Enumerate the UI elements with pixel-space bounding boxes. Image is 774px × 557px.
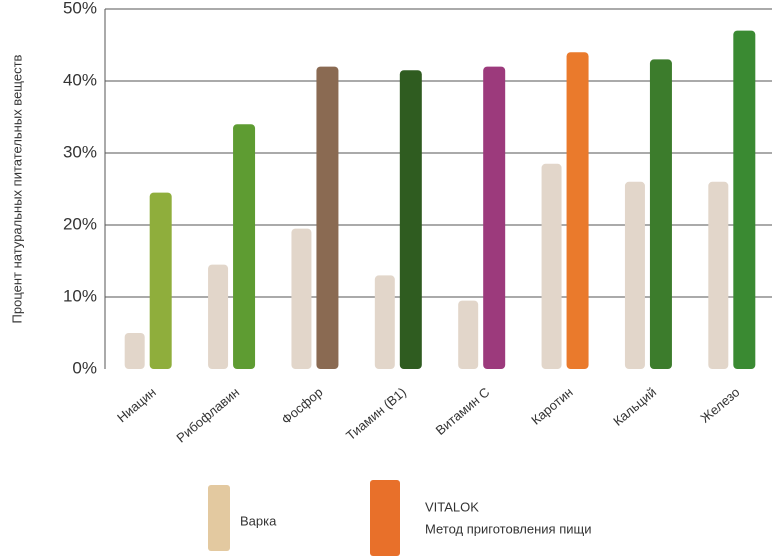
bar bbox=[316, 66, 339, 369]
bar bbox=[399, 70, 422, 369]
bar bbox=[233, 124, 256, 369]
x-tick-label: Каротин bbox=[528, 384, 575, 427]
y-tick-label: 20% bbox=[63, 214, 97, 233]
y-tick-label: 30% bbox=[63, 142, 97, 161]
y-tick-label: 40% bbox=[63, 70, 97, 89]
bar bbox=[374, 275, 395, 369]
x-tick-label: Ниацин bbox=[114, 384, 159, 425]
legend-label: VITALOK bbox=[425, 499, 479, 514]
bar bbox=[149, 192, 172, 369]
bar bbox=[124, 333, 145, 369]
x-tick-label: Фосфор bbox=[279, 384, 326, 427]
bar bbox=[649, 59, 672, 370]
legend-label: Варка bbox=[240, 513, 277, 528]
x-tick-label: Тиамин (B1) bbox=[343, 384, 409, 443]
bar bbox=[458, 300, 479, 369]
bar bbox=[708, 181, 729, 369]
legend-swatch bbox=[370, 480, 400, 556]
x-tick-label: Рибофлавин bbox=[173, 384, 242, 445]
y-tick-label: 0% bbox=[72, 358, 97, 377]
bar bbox=[624, 181, 645, 369]
y-tick-label: 50% bbox=[63, 0, 97, 17]
bar bbox=[291, 228, 312, 369]
legend-swatch bbox=[208, 485, 230, 551]
x-tick-label: Витамин С bbox=[433, 384, 493, 438]
y-axis-label: Процент натуральных питательных веществ bbox=[9, 54, 24, 323]
x-tick-label: Кальций bbox=[610, 384, 659, 428]
bar bbox=[566, 52, 589, 369]
bar bbox=[483, 66, 506, 369]
bar bbox=[733, 30, 756, 369]
y-tick-label: 10% bbox=[63, 286, 97, 305]
bar bbox=[541, 163, 562, 369]
bar bbox=[208, 264, 229, 369]
x-tick-label: Железо bbox=[697, 384, 742, 425]
legend-subtitle: Метод приготовления пищи bbox=[425, 521, 591, 536]
